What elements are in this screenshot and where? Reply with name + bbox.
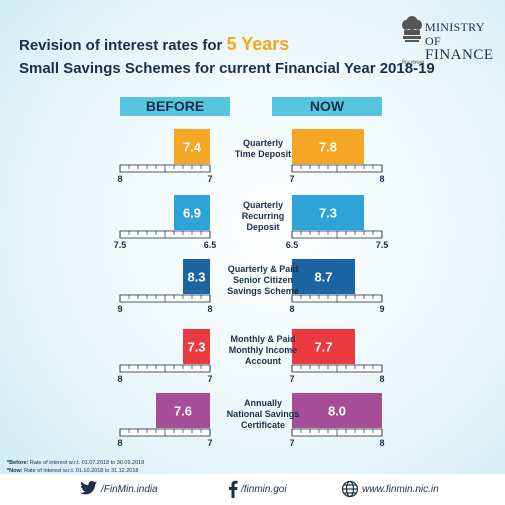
footnote-now-label: *Now: [7, 468, 23, 474]
before-value-label: 7.3 [187, 340, 205, 355]
ministry-line1: MINISTRY OF [425, 20, 485, 48]
category-label-line: Deposit [246, 222, 280, 232]
now-tick-label: 7 [289, 374, 294, 384]
footnote-now: *Now: Rate of interest w.r.t. 01.10.2018… [7, 468, 138, 474]
before-bar [183, 259, 210, 294]
now-tick-label: 9 [379, 304, 384, 314]
now-tick-label: 7.5 [376, 240, 389, 250]
category-label-line: Savings Scheme [227, 286, 299, 296]
twitter-icon[interactable] [80, 480, 98, 496]
now-tick-label: 7 [289, 438, 294, 448]
before-tick-label: 9 [117, 304, 122, 314]
category-label: Annually National Savings Certificate [226, 398, 300, 431]
website-link[interactable]: www.finmin.nic.in [362, 484, 439, 495]
category-label-line: Quarterly [242, 137, 284, 148]
category-label-line: Time Deposit [234, 148, 292, 159]
national-emblem-icon [402, 16, 422, 42]
now-bar [292, 129, 364, 164]
now-header: NOW [272, 97, 382, 116]
ministry-logo: MINISTRY OF FINANCE वित्त मंत्रालय [400, 14, 498, 66]
before-tick-label: 8 [117, 174, 122, 184]
category-label-line: Recurring [241, 211, 285, 221]
ministry-name: MINISTRY OF FINANCE [425, 20, 498, 63]
before-tick-label: 7.5 [114, 240, 127, 250]
category-label: Quarterly & Paid Senior Citizen Savings Sc… [226, 264, 300, 297]
before-tick-label: 6.5 [204, 240, 217, 250]
category-label-line: Quarterly [242, 200, 284, 210]
footnote-before-text: Rate of interest w.r.t. 01.07.2018 to 30… [28, 460, 145, 466]
now-tick-label: 8 [379, 438, 384, 448]
ministry-line2: FINANCE [425, 47, 494, 63]
now-tick-label: 8 [379, 174, 384, 184]
before-bar [174, 129, 210, 164]
before-tick-label: 8 [117, 374, 122, 384]
now-tick-label: 6.5 [286, 240, 299, 250]
category-label-line: Senior Citizen [232, 275, 293, 285]
before-value-label: 7.4 [183, 140, 202, 155]
now-value-label: 8.0 [328, 404, 346, 419]
page-subtitle: Small Savings Schemes for current Financ… [19, 60, 435, 77]
now-tick-label: 8 [289, 304, 294, 314]
category-label-line: National Savings [226, 409, 300, 419]
footer-bar: /FinMin.india /finmin.goi www.finmin.nic… [0, 474, 505, 505]
now-tick-label: 7 [289, 174, 294, 184]
now-bar [292, 195, 364, 230]
now-tick-label: 8 [379, 374, 384, 384]
now-value-label: 7.3 [319, 206, 337, 221]
before-tick-label: 7 [207, 174, 212, 184]
before-value-label: 6.9 [183, 206, 201, 221]
now-bar [292, 329, 355, 364]
facebook-icon[interactable] [228, 480, 238, 498]
before-bar [156, 393, 210, 428]
footnote-before-label: *Before: [7, 460, 29, 466]
category-label-line: Annually [243, 398, 282, 408]
category-label-line: Account [245, 356, 281, 366]
ministry-hindi: वित्त मंत्रालय [402, 60, 425, 66]
now-bar [292, 393, 382, 428]
now-value-label: 7.7 [314, 340, 332, 355]
category-label-line: Monthly & Paid [230, 334, 296, 344]
before-bar [183, 329, 210, 364]
page-title: Revision of interest rates for 5 Years [19, 34, 289, 55]
facebook-handle[interactable]: /finmin.goi [241, 484, 287, 495]
now-bar [292, 259, 355, 294]
before-tick-label: 7 [207, 374, 212, 384]
category-label-line: Quarterly & Paid [227, 264, 299, 274]
category-label-line: Certificate [240, 420, 285, 430]
before-value-label: 7.6 [174, 404, 192, 419]
category-label: Monthly & Paid Monthly Income Account [226, 334, 300, 367]
category-label: Quarterly Recurring Deposit [226, 200, 300, 233]
footnote-before: *Before: Rate of interest w.r.t. 01.07.2… [7, 460, 144, 466]
before-value-label: 8.3 [187, 270, 205, 285]
before-bar [174, 195, 210, 230]
before-tick-label: 8 [207, 304, 212, 314]
title-prefix: Revision of interest rates for [19, 37, 227, 54]
globe-icon[interactable] [341, 480, 359, 498]
before-tick-label: 7 [207, 438, 212, 448]
twitter-handle[interactable]: /FinMin.india [101, 484, 158, 495]
title-highlight: 5 Years [226, 34, 290, 54]
footnote-now-text: Rate of interest w.r.t. 01.10.2018 to 31… [22, 468, 139, 474]
now-value-label: 8.7 [314, 270, 332, 285]
category-label: Quarterly Time Deposit [226, 138, 300, 160]
category-label-line: Monthly Income [228, 345, 298, 355]
now-value-label: 7.8 [319, 140, 337, 155]
before-header: BEFORE [120, 97, 230, 116]
before-tick-label: 8 [117, 438, 122, 448]
